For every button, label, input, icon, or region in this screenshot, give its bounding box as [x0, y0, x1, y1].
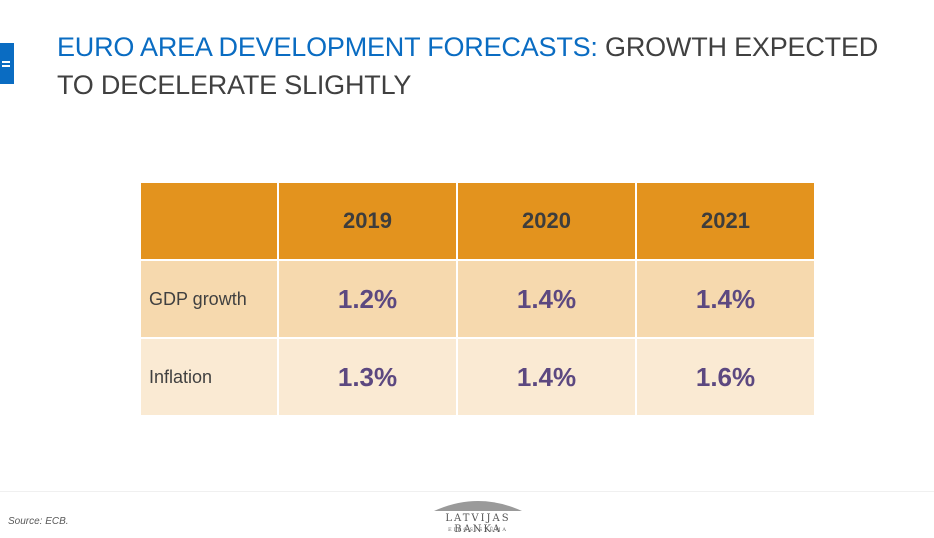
source-note: Source: ECB.	[8, 516, 69, 527]
logo-arc-icon	[434, 501, 522, 511]
footer-divider	[0, 491, 934, 492]
slide-title: EURO AREA DEVELOPMENT FORECASTS: GROWTH …	[57, 28, 917, 104]
forecast-table: 2019 2020 2021 GDP growth 1.2% 1.4% 1.4%…	[139, 181, 816, 417]
header-cell-2020: 2020	[456, 181, 637, 261]
table-header-row: 2019 2020 2021	[139, 181, 816, 261]
side-menu-tab[interactable]	[0, 43, 14, 84]
value-cell: 1.3%	[277, 337, 458, 417]
value-cell: 1.2%	[277, 259, 458, 339]
value-cell: 1.6%	[635, 337, 816, 417]
row-label: Inflation	[139, 337, 279, 417]
value-cell: 1.4%	[456, 259, 637, 339]
value-cell: 1.4%	[635, 259, 816, 339]
slide-title-accent: EURO AREA DEVELOPMENT FORECASTS:	[57, 32, 598, 62]
row-label: GDP growth	[139, 259, 279, 339]
slide-title-rest: GROWTH EXPECTED TO DECELERATE SLIGHTLY	[57, 32, 879, 100]
table-row-gdp-growth: GDP growth 1.2% 1.4% 1.4%	[139, 259, 816, 339]
header-cell-2021: 2021	[635, 181, 816, 261]
menu-icon-line	[2, 65, 10, 67]
menu-icon	[2, 61, 10, 63]
value-cell: 1.4%	[456, 337, 637, 417]
latvijas-banka-logo: LATVIJAS BANKA EIROSISTĒMA	[420, 497, 536, 537]
table-row-inflation: Inflation 1.3% 1.4% 1.6%	[139, 337, 816, 417]
header-cell-empty	[139, 181, 279, 261]
logo-name: LATVIJAS BANKA	[445, 513, 511, 535]
logo-subtitle: EIROSISTĒMA	[447, 527, 509, 533]
header-cell-2019: 2019	[277, 181, 458, 261]
